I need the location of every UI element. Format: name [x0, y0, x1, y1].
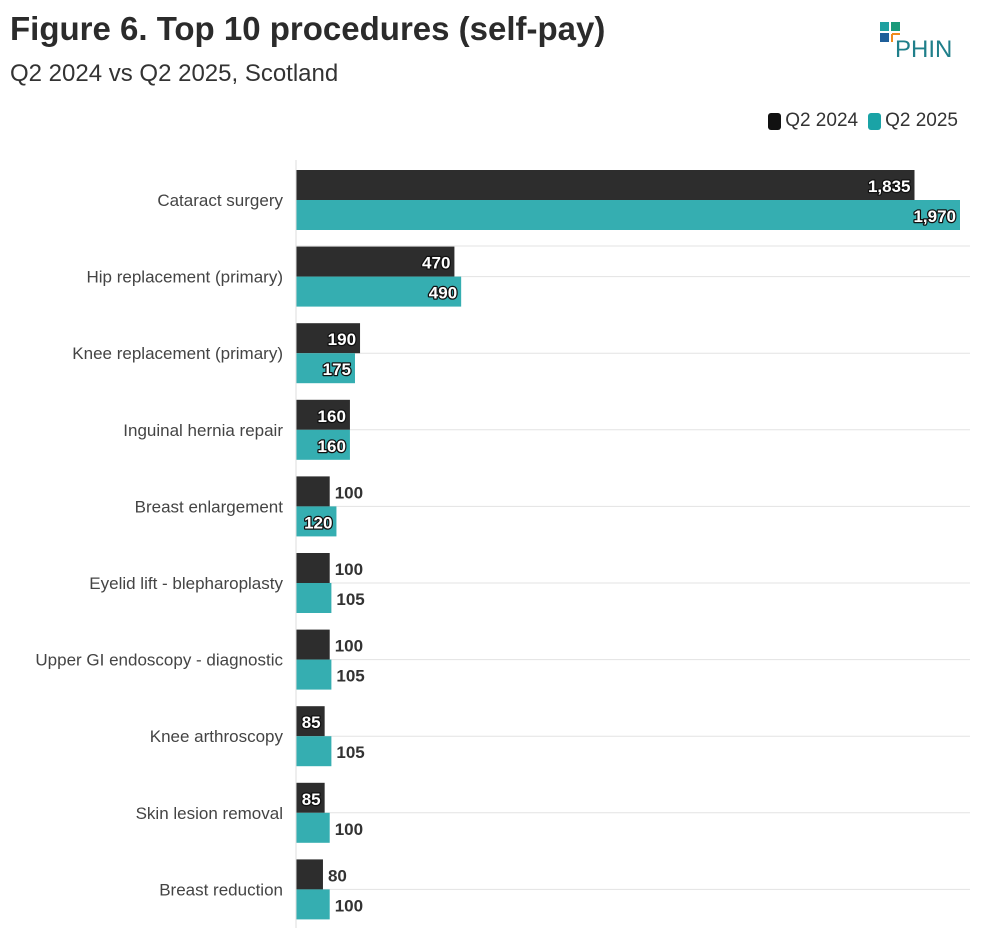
bar-q2-2024: [296, 476, 330, 507]
legend-item-q2-2024: Q2 2024: [768, 110, 858, 132]
category-label: Cataract surgery: [157, 191, 283, 210]
category-label: Skin lesion removal: [136, 804, 283, 823]
category-label: Breast reduction: [159, 880, 283, 899]
category-label: Upper GI endoscopy - diagnostic: [35, 651, 283, 670]
category-label: Inguinal hernia repair: [123, 421, 283, 440]
data-label: 100: [335, 483, 363, 502]
data-label: 160: [318, 407, 346, 426]
bar-q2-2025: [296, 889, 330, 920]
data-label: 105: [336, 743, 364, 762]
bar-q2-2024: [296, 629, 330, 660]
data-label: 105: [336, 667, 364, 686]
svg-text:PHIN: PHIN: [895, 36, 952, 60]
category-label: Knee replacement (primary): [72, 344, 283, 363]
bar-q2-2025: [296, 583, 332, 613]
bar-q2-2024: [296, 706, 325, 737]
bar-q2-2025: [296, 659, 332, 690]
data-label: 1,835: [868, 177, 911, 196]
bar-q2-2025: [296, 506, 337, 537]
bar-q2-2024: [296, 399, 350, 430]
bar-q2-2024: [296, 553, 330, 583]
bar-q2-2025: [296, 736, 332, 767]
data-label: 100: [335, 637, 363, 656]
bar-q2-2025: [296, 353, 355, 384]
data-label: 490: [429, 284, 457, 303]
bar-q2-2024: [296, 246, 455, 277]
bar-q2-2024: [296, 859, 323, 890]
phin-logo: PHIN: [880, 22, 952, 60]
bar-q2-2025: [296, 812, 330, 843]
data-label: 120: [304, 513, 332, 532]
data-label: 190: [328, 330, 356, 349]
data-label: 85: [302, 790, 321, 809]
bar-q2-2025: [296, 429, 350, 460]
legend-item-q2-2025: Q2 2025: [868, 110, 958, 132]
data-label: 105: [336, 590, 364, 609]
category-label: Hip replacement (primary): [87, 268, 284, 287]
bar-q2-2025: [296, 276, 462, 307]
category-label: Breast enlargement: [135, 497, 284, 516]
data-label: 160: [318, 437, 346, 456]
bar-q2-2024: [296, 323, 361, 354]
bar-q2-2025: [296, 200, 960, 230]
chart-subtitle: Q2 2024 vs Q2 2025, Scotland: [10, 60, 339, 87]
bar-q2-2024: [296, 170, 915, 200]
data-label: 85: [302, 713, 321, 732]
data-label: 100: [335, 560, 363, 579]
bar-q2-2024: [296, 782, 325, 813]
data-label: 100: [335, 896, 363, 915]
data-label: 470: [422, 254, 450, 273]
category-label: Eyelid lift - blepharoplasty: [89, 574, 283, 593]
data-label: 1,970: [913, 207, 956, 226]
data-label: 100: [335, 820, 363, 839]
data-label: 80: [328, 866, 347, 885]
data-label: 175: [323, 360, 351, 379]
chart-title: Figure 6. Top 10 procedures (self-pay): [10, 10, 606, 47]
category-label: Knee arthroscopy: [150, 727, 284, 746]
legend: Q2 2024 Q2 2025: [768, 110, 958, 132]
